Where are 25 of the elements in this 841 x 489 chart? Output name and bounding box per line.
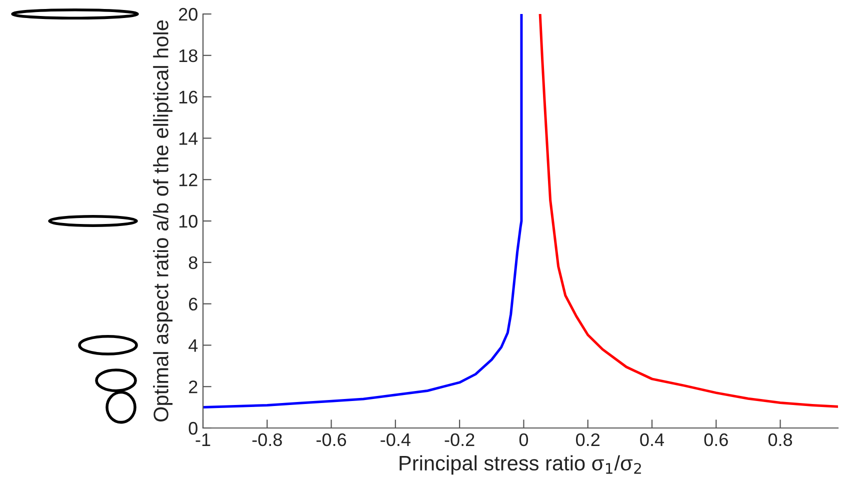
y-tick-label: 18: [179, 49, 198, 62]
y-tick-label: 8: [188, 256, 198, 270]
y-axis-title: Optimal aspect ratio a/b of the elliptical hole: [153, 20, 172, 422]
y-tick-label: 20: [178, 8, 198, 21]
y-tick-label: 12: [179, 174, 198, 186]
x-tick-label: -0.2: [444, 433, 474, 446]
x-tick-label: -0.6: [316, 433, 346, 446]
y-tick-label: 16: [179, 90, 198, 104]
line-series: [538, 14, 838, 408]
line-series: [203, 14, 523, 409]
x-tick-label: 0.4: [640, 433, 664, 446]
x-tick-label: -0.8: [252, 433, 282, 446]
x-tick-label: 0.2: [576, 433, 600, 446]
x-tick-label: -0.4: [380, 433, 410, 446]
y-tick-label: 6: [189, 298, 198, 311]
x-tick-label: 0.8: [768, 433, 792, 446]
x-tick-label: -1: [196, 434, 210, 446]
y-tick-label: 0: [188, 422, 198, 435]
x-tick-label: 0.6: [704, 433, 728, 446]
x-tick-label: 0: [519, 433, 528, 446]
x-axis-title: Principal stress ratio σ$_{1}$/σ$_{2}$: [400, 455, 641, 475]
y-tick-label: 2: [189, 380, 198, 394]
y-tick-label: 14: [179, 132, 198, 145]
y-tick-label: 10: [179, 214, 198, 228]
y-tick-label: 4: [188, 339, 198, 352]
